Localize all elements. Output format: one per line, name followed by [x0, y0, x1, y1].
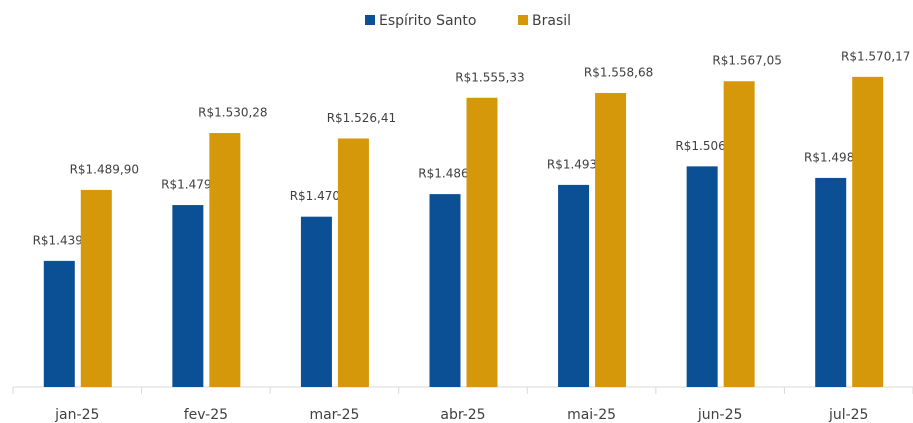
x-tick-label: abr-25 [440, 407, 485, 423]
legend-swatch [518, 15, 528, 25]
value-label: R$1.567,05 [712, 54, 781, 68]
bar [723, 81, 755, 387]
bar [558, 184, 590, 387]
legend-label: Brasil [532, 13, 571, 29]
x-tick-label: jan-25 [54, 407, 99, 423]
value-label: R$1.558,68 [584, 66, 653, 80]
bar [209, 133, 241, 387]
value-label: R$1.570,17 [841, 49, 910, 63]
value-label: R$1.555,33 [455, 70, 524, 84]
bar [815, 177, 847, 387]
bar [595, 93, 627, 388]
legend-label: Espírito Santo [379, 13, 476, 29]
bar [172, 205, 204, 387]
x-tick-label: mai-25 [567, 407, 616, 423]
bar [686, 166, 718, 387]
x-tick-label: mar-25 [309, 407, 359, 423]
x-tick-label: jun-25 [697, 407, 743, 423]
value-label: R$1.526,41 [327, 111, 396, 125]
value-label: R$1.489,90 [70, 162, 139, 176]
value-label: R$1.530,28 [198, 106, 267, 120]
bar [337, 138, 369, 387]
bar [43, 260, 75, 387]
bar [80, 189, 112, 387]
bar [466, 97, 498, 387]
bar [429, 194, 461, 387]
bar [300, 216, 332, 387]
bar [852, 76, 884, 388]
x-tick-label: jul-25 [828, 407, 869, 423]
legend-swatch [365, 15, 375, 25]
x-tick-label: fev-25 [184, 407, 228, 423]
